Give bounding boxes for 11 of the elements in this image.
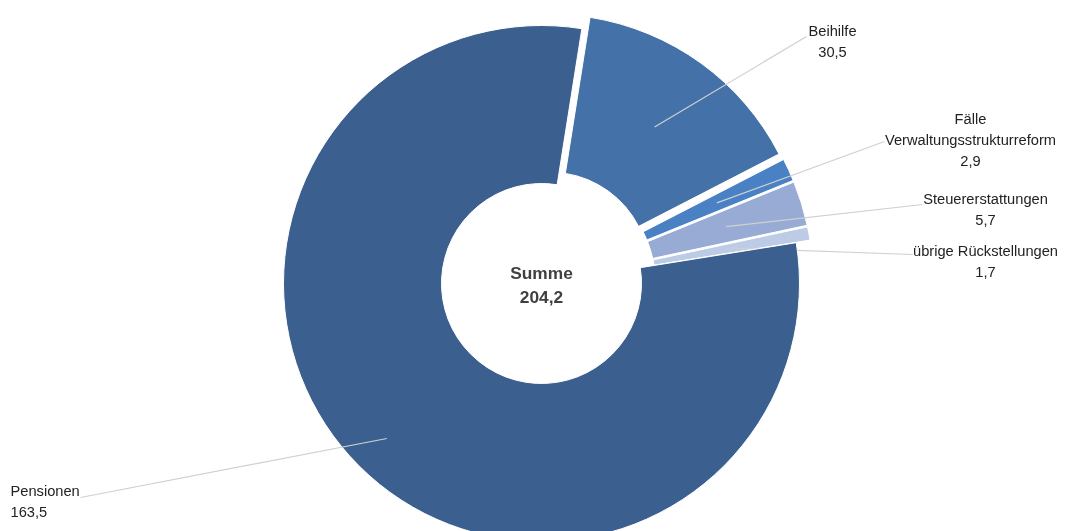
data-label: 1,7 <box>975 263 996 280</box>
slice-label: Beihilfe <box>808 22 857 39</box>
text: Summe 204,2 <box>510 262 574 307</box>
slice-label: Pensionen <box>10 482 80 499</box>
data-label: 163,5 <box>10 503 48 520</box>
data-label: 30,5 <box>818 43 847 60</box>
slice-label: übrige Rückstellungen <box>912 242 1059 259</box>
data-label: 2,9 <box>960 152 981 169</box>
slice-label: Steuererstattungen <box>923 190 1048 207</box>
data-label: 5,7 <box>975 211 996 228</box>
slice-label: Fälle Verwaltungsstrukturreform <box>884 110 1057 148</box>
